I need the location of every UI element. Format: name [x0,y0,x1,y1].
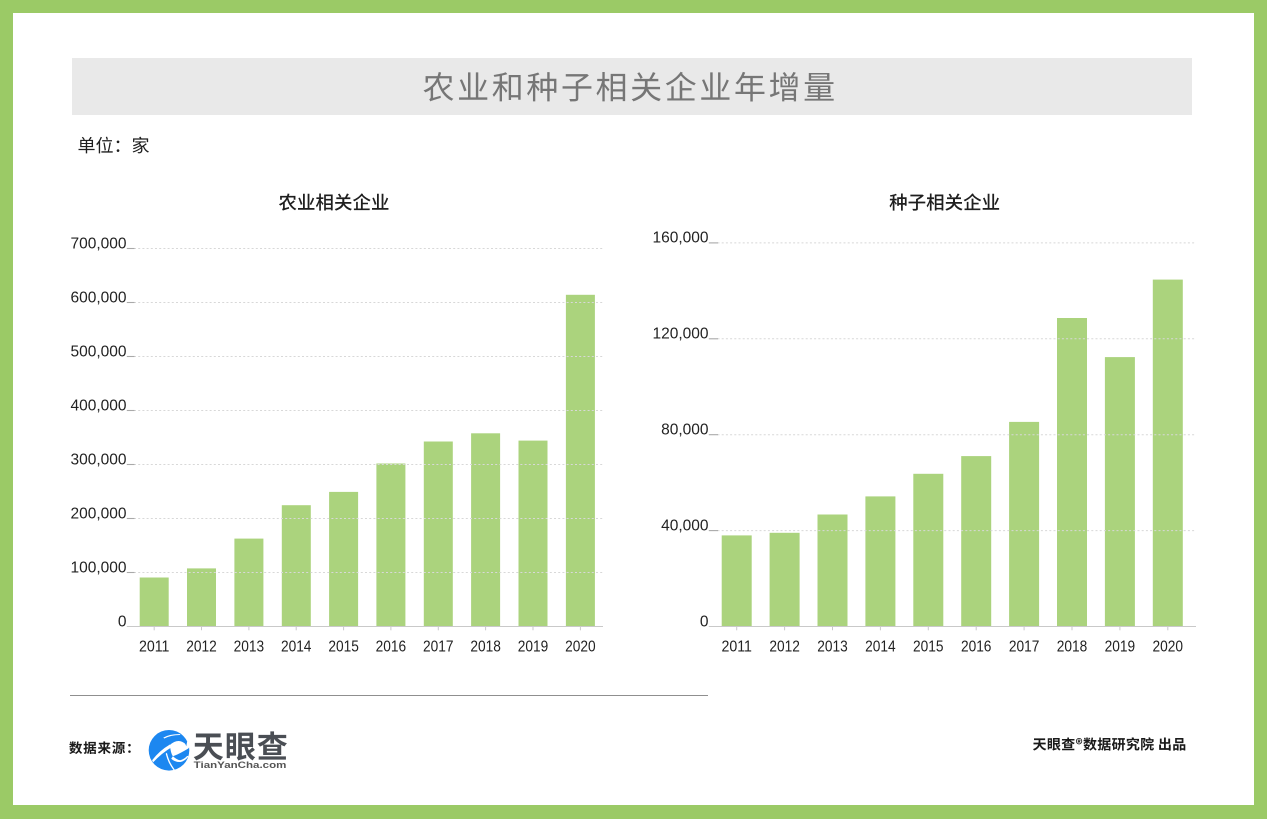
svg-text:2011: 2011 [139,639,170,656]
svg-text:2012: 2012 [186,639,217,656]
svg-text:600,000: 600,000 [70,289,126,306]
svg-text:2013: 2013 [817,639,848,656]
svg-text:0: 0 [118,613,127,630]
svg-text:2016: 2016 [961,639,992,656]
svg-text:2012: 2012 [769,639,800,656]
svg-text:100,000: 100,000 [70,559,126,576]
svg-text:2015: 2015 [328,639,359,656]
svg-text:2018: 2018 [470,639,501,656]
svg-text:0: 0 [700,613,709,630]
svg-text:2014: 2014 [865,639,896,656]
svg-text:300,000: 300,000 [70,451,126,468]
svg-text:2019: 2019 [1105,639,1136,656]
svg-text:2017: 2017 [1009,639,1040,656]
svg-text:40,000: 40,000 [661,517,709,534]
svg-text:2011: 2011 [721,639,752,656]
svg-text:400,000: 400,000 [70,397,126,414]
svg-text:80,000: 80,000 [661,422,709,439]
svg-text:TianYanCha.com: TianYanCha.com [194,760,287,770]
svg-text:2019: 2019 [518,639,549,656]
svg-text:200,000: 200,000 [70,505,126,522]
svg-text:700,000: 700,000 [70,235,126,252]
svg-text:2016: 2016 [376,639,407,656]
svg-text:2020: 2020 [565,639,596,656]
svg-text:2013: 2013 [234,639,265,656]
svg-text:2018: 2018 [1057,639,1088,656]
svg-text:2017: 2017 [423,639,454,656]
svg-text:120,000: 120,000 [652,326,708,343]
svg-text:2020: 2020 [1153,639,1184,656]
svg-text:2014: 2014 [281,639,312,656]
svg-text:2015: 2015 [913,639,944,656]
svg-text:500,000: 500,000 [70,343,126,360]
svg-text:160,000: 160,000 [652,230,708,247]
